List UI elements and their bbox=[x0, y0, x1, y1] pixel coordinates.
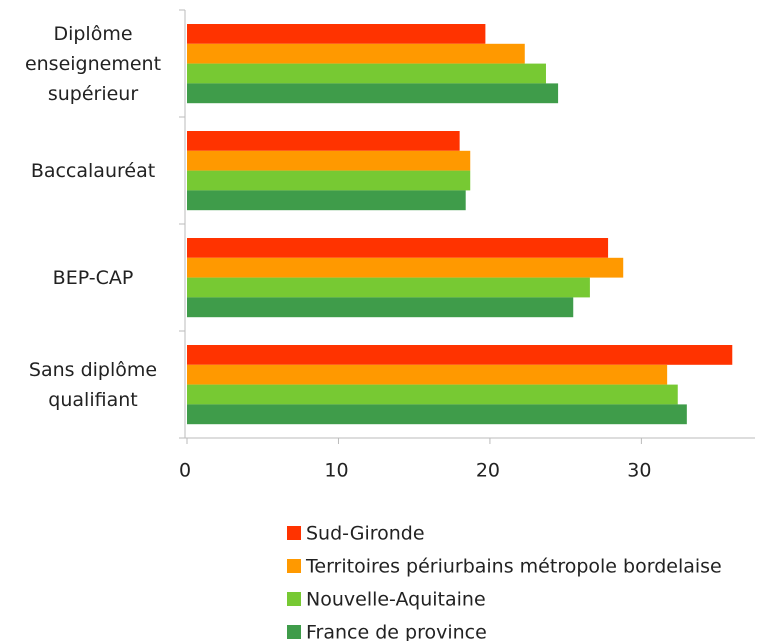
bar bbox=[187, 150, 471, 171]
bar bbox=[187, 238, 609, 258]
legend-swatch bbox=[287, 526, 301, 540]
bar bbox=[187, 170, 471, 191]
bar bbox=[187, 43, 525, 64]
bar bbox=[187, 345, 733, 365]
legend-swatch bbox=[287, 625, 301, 639]
bar bbox=[187, 277, 590, 298]
y-tick-label: BEP-CAP bbox=[52, 266, 134, 289]
legend-swatch bbox=[287, 592, 301, 606]
bar bbox=[187, 83, 559, 104]
bar bbox=[187, 24, 486, 44]
legend-label: Territoires périurbains métropole bordel… bbox=[305, 556, 722, 578]
y-tick-label: Sans diplôme qualifiant bbox=[28, 358, 158, 411]
bar bbox=[187, 384, 678, 405]
legend-label: France de province bbox=[306, 622, 487, 641]
x-tick-label: 0 bbox=[179, 460, 191, 482]
bar bbox=[187, 257, 624, 278]
x-tick-label: 10 bbox=[324, 460, 348, 482]
bar bbox=[187, 131, 460, 151]
legend-swatch bbox=[287, 559, 301, 573]
y-tick-label: Baccalauréat bbox=[30, 159, 156, 182]
bar bbox=[187, 190, 466, 211]
x-tick-label: 20 bbox=[476, 460, 500, 482]
legend-label: Sud-Gironde bbox=[306, 523, 425, 545]
bar bbox=[187, 404, 687, 425]
y-tick-label: Diplôme enseignement supérieur bbox=[24, 22, 162, 105]
bar bbox=[187, 63, 546, 84]
bar bbox=[187, 297, 574, 318]
legend-label: Nouvelle-Aquitaine bbox=[306, 589, 486, 611]
x-tick-label: 30 bbox=[627, 460, 651, 482]
bar bbox=[187, 364, 668, 385]
